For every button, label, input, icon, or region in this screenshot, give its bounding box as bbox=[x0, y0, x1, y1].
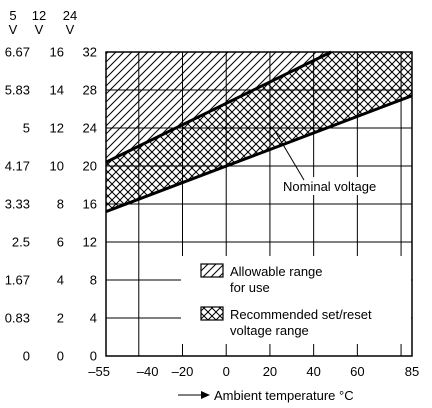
y-tick-label-1-1: 2 bbox=[57, 311, 64, 326]
y-tick-label-1-8: 16 bbox=[50, 45, 64, 60]
legend-label-allowable-1: Allowable range bbox=[230, 264, 323, 279]
x-tick-label-6: 60 bbox=[350, 364, 364, 379]
y-tick-label-1-3: 6 bbox=[57, 235, 64, 250]
x-tick-label-3: 0 bbox=[223, 364, 230, 379]
y-tick-label-2-0: 0 bbox=[90, 349, 97, 364]
y-tick-label-2-5: 20 bbox=[83, 159, 97, 174]
y-axis-header-2-0: 24 bbox=[63, 8, 77, 23]
x-tick-label-4: 20 bbox=[263, 364, 277, 379]
y-tick-label-2-2: 8 bbox=[90, 273, 97, 288]
legend-label-recommended-1: Recommended set/reset bbox=[230, 307, 372, 322]
y-tick-label-2-7: 28 bbox=[83, 83, 97, 98]
y-tick-label-0-6: 5 bbox=[23, 121, 30, 136]
recommended-lower-boundary-line bbox=[105, 94, 413, 214]
legend: Allowable range for use Recommended set/… bbox=[181, 256, 411, 344]
y-tick-label-2-1: 4 bbox=[90, 311, 97, 326]
grid bbox=[106, 52, 412, 356]
legend-label-recommended-2: voltage range bbox=[230, 323, 309, 338]
annotation-background bbox=[278, 177, 394, 195]
y-axis-header-0-1: V bbox=[9, 22, 18, 37]
y-axis-header-1-0: 12 bbox=[32, 8, 46, 23]
y-tick-label-0-4: 3.33 bbox=[5, 197, 30, 212]
y-tick-label-1-6: 12 bbox=[50, 121, 64, 136]
y-tick-label-2-3: 12 bbox=[83, 235, 97, 250]
x-axis-arrow-icon bbox=[201, 391, 210, 399]
y-tick-label-1-5: 10 bbox=[50, 159, 64, 174]
y-tick-label-0-3: 2.5 bbox=[12, 235, 30, 250]
y-tick-label-0-8: 6.67 bbox=[5, 45, 30, 60]
nominal-voltage-label: Nominal voltage bbox=[283, 179, 376, 194]
x-axis-title: Ambient temperature °C bbox=[178, 388, 354, 403]
y-tick-label-0-5: 4.17 bbox=[5, 159, 30, 174]
x-tick-label-2: –20 bbox=[172, 364, 194, 379]
y-axes: 5V00.831.672.53.334.1755.836.6712V024681… bbox=[5, 8, 97, 364]
x-tick-label-7: 85 bbox=[405, 364, 419, 379]
y-tick-label-0-2: 1.67 bbox=[5, 273, 30, 288]
y-tick-label-1-7: 14 bbox=[50, 83, 64, 98]
y-axis-header-0-0: 5 bbox=[9, 8, 16, 23]
plot-frame bbox=[105, 51, 413, 357]
y-tick-label-2-6: 24 bbox=[83, 121, 97, 136]
y-tick-label-1-2: 4 bbox=[57, 273, 64, 288]
x-tick-label-0: –55 bbox=[88, 364, 110, 379]
y-tick-label-0-1: 0.83 bbox=[5, 311, 30, 326]
legend-swatch-crosshatch bbox=[200, 306, 224, 321]
legend-swatch-diagonal bbox=[200, 263, 224, 278]
x-tick-label-5: 40 bbox=[306, 364, 320, 379]
annotation-nominal-voltage: Nominal voltage bbox=[273, 129, 394, 195]
y-tick-label-0-0: 0 bbox=[23, 349, 30, 364]
x-axis-label: Ambient temperature °C bbox=[214, 388, 354, 403]
y-tick-label-1-4: 8 bbox=[57, 197, 64, 212]
y-tick-label-0-7: 5.83 bbox=[5, 83, 30, 98]
y-tick-label-1-0: 0 bbox=[57, 349, 64, 364]
y-tick-label-2-4: 16 bbox=[83, 197, 97, 212]
allowable-upper-boundary-line bbox=[105, 50, 332, 164]
legend-label-allowable-2: for use bbox=[230, 280, 270, 295]
y-axis-header-2-1: V bbox=[66, 22, 75, 37]
nominal-voltage-pointer bbox=[273, 129, 305, 181]
x-tick-label-1: –40 bbox=[137, 364, 159, 379]
y-tick-label-2-8: 32 bbox=[83, 45, 97, 60]
x-axis: –55 –40 –20 0 20 40 60 85 bbox=[88, 364, 419, 379]
y-axis-header-1-1: V bbox=[35, 22, 44, 37]
